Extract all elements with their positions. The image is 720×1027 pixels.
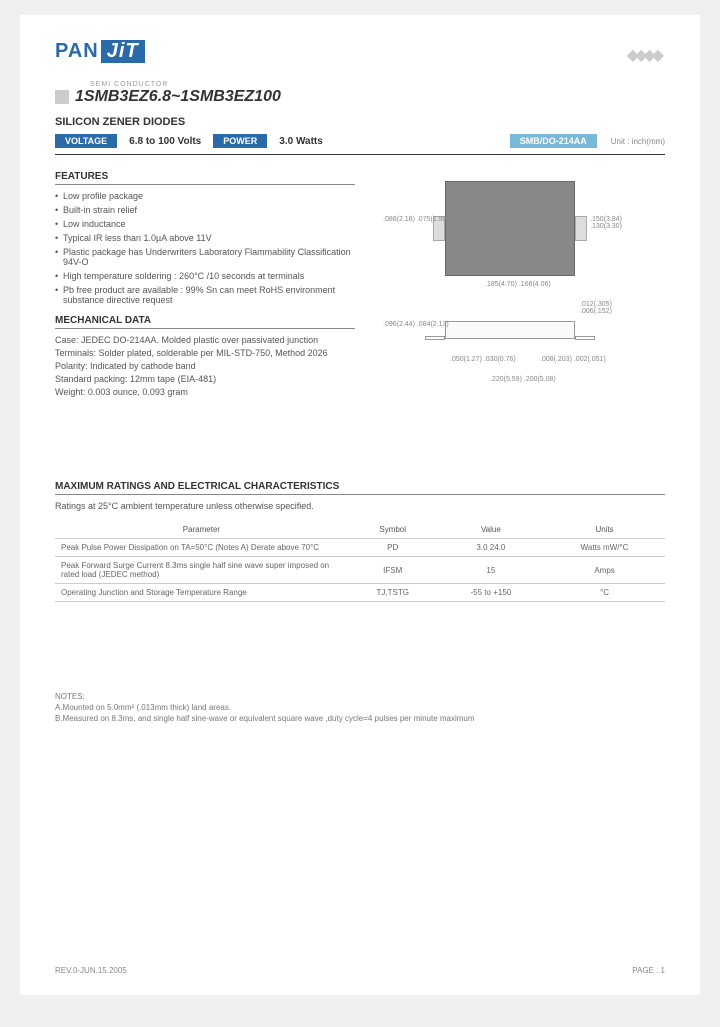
spec-badges: VOLTAGE 6.8 to 100 Volts POWER 3.0 Watts… bbox=[55, 134, 665, 148]
side-lead-right bbox=[575, 336, 595, 340]
cell-param: Peak Pulse Power Dissipation on TA=50°C … bbox=[55, 539, 348, 557]
dim-label: .086(2.18) .075(1.90) bbox=[383, 216, 449, 223]
chip-body-side bbox=[445, 321, 575, 339]
th-parameter: Parameter bbox=[55, 521, 348, 539]
ratings-heading: MAXIMUM RATINGS AND ELECTRICAL CHARACTER… bbox=[55, 481, 665, 495]
decorative-dots: ◆◆◆◆ bbox=[627, 45, 660, 65]
cell-units: °C bbox=[544, 584, 665, 602]
dim-label: .220(5.59) .200(5.08) bbox=[490, 376, 556, 383]
side-lead-left bbox=[425, 336, 445, 340]
product-subtitle: SILICON ZENER DIODES bbox=[55, 116, 665, 128]
cell-param: Operating Junction and Storage Temperatu… bbox=[55, 584, 348, 602]
cell-value: 15 bbox=[438, 557, 545, 584]
logo-block: PAN JiT SEMI CONDUCTOR bbox=[55, 40, 665, 88]
feature-item: Low inductance bbox=[55, 219, 355, 229]
part-number-title: 1SMB3EZ6.8~1SMB3EZ100 bbox=[75, 88, 281, 106]
feature-item: Typical IR less than 1.0µA above 11V bbox=[55, 233, 355, 243]
package-badge: SMB/DO-214AA bbox=[510, 134, 597, 148]
ratings-subtitle: Ratings at 25°C ambient temperature unle… bbox=[55, 501, 665, 511]
cell-symbol: PD bbox=[348, 539, 438, 557]
features-heading: FEATURES bbox=[55, 171, 355, 185]
notes-heading: NOTES: bbox=[55, 692, 665, 701]
note-line: A.Mounted on 5.0mm² (.013mm thick) land … bbox=[55, 703, 665, 712]
dim-label: .012(.305) .006(.152) bbox=[580, 301, 635, 315]
voltage-badge: VOLTAGE bbox=[55, 134, 117, 148]
mech-line: Standard packing: 12mm tape (EIA-481) bbox=[55, 374, 355, 384]
feature-item: Built-in strain relief bbox=[55, 205, 355, 215]
th-symbol: Symbol bbox=[348, 521, 438, 539]
logo-subtitle: SEMI CONDUCTOR bbox=[90, 81, 665, 88]
title-row: 1SMB3EZ6.8~1SMB3EZ100 bbox=[55, 88, 665, 106]
dim-label: .008(.203) .002(.051) bbox=[540, 356, 606, 363]
note-line: B.Measured on 8.3ms, and single half sin… bbox=[55, 714, 665, 723]
revision-label: REV.0-JUN.15.2005 bbox=[55, 966, 127, 975]
logo-jit: JiT bbox=[101, 40, 145, 63]
feature-item: Plastic package has Underwriters Laborat… bbox=[55, 247, 355, 267]
mech-line: Case: JEDEC DO-214AA. Molded plastic ove… bbox=[55, 335, 355, 345]
notes-block: NOTES: A.Mounted on 5.0mm² (.013mm thick… bbox=[55, 692, 665, 723]
power-badge: POWER bbox=[213, 134, 267, 148]
dim-label: .096(2.44) .084(2.13) bbox=[383, 321, 449, 328]
ratings-table: Parameter Symbol Value Units Peak Pulse … bbox=[55, 521, 665, 602]
feature-item: Pb free product are available : 99% Sn c… bbox=[55, 285, 355, 305]
unit-label: Unit : inch(mm) bbox=[601, 137, 665, 146]
voltage-value: 6.8 to 100 Volts bbox=[121, 136, 209, 147]
feature-item: High temperature soldering : 260°C /10 s… bbox=[55, 271, 355, 281]
dim-label: .185(4.70) .166(4.06) bbox=[485, 281, 551, 288]
mech-line: Weight: 0.003 ounce, 0.093 gram bbox=[55, 387, 355, 397]
dim-label: .050(1.27) .030(0.76) bbox=[450, 356, 516, 363]
page-footer: REV.0-JUN.15.2005 PAGE . 1 bbox=[55, 966, 665, 975]
divider bbox=[55, 154, 665, 155]
mech-line: Terminals: Solder plated, solderable per… bbox=[55, 348, 355, 358]
feature-item: Low profile package bbox=[55, 191, 355, 201]
cell-symbol: TJ,TSTG bbox=[348, 584, 438, 602]
chip-lead-right bbox=[575, 216, 587, 241]
title-square-icon bbox=[55, 90, 69, 104]
table-row: Operating Junction and Storage Temperatu… bbox=[55, 584, 665, 602]
table-row: Peak Forward Surge Current 8.3ms single … bbox=[55, 557, 665, 584]
th-units: Units bbox=[544, 521, 665, 539]
mechanical-heading: MECHANICAL DATA bbox=[55, 315, 355, 329]
cell-units: Watts mW/°C bbox=[544, 539, 665, 557]
mechanical-data: Case: JEDEC DO-214AA. Molded plastic ove… bbox=[55, 335, 355, 397]
cell-units: Amps bbox=[544, 557, 665, 584]
mech-line: Polarity: Indicated by cathode band bbox=[55, 361, 355, 371]
package-diagram: .086(2.18) .075(1.90) .150(3.84) .130(3.… bbox=[375, 161, 635, 401]
cell-value: 3.0 24.0 bbox=[438, 539, 545, 557]
cell-param: Peak Forward Surge Current 8.3ms single … bbox=[55, 557, 348, 584]
cell-symbol: IFSM bbox=[348, 557, 438, 584]
th-value: Value bbox=[438, 521, 545, 539]
power-value: 3.0 Watts bbox=[271, 136, 331, 147]
table-row: Peak Pulse Power Dissipation on TA=50°C … bbox=[55, 539, 665, 557]
cell-value: -55 to +150 bbox=[438, 584, 545, 602]
logo-pan: PAN bbox=[55, 40, 99, 63]
features-list: Low profile package Built-in strain reli… bbox=[55, 191, 355, 305]
page-number: PAGE . 1 bbox=[632, 966, 665, 975]
chip-body-top bbox=[445, 181, 575, 276]
dim-label: .150(3.84) .130(3.30) bbox=[590, 216, 635, 230]
